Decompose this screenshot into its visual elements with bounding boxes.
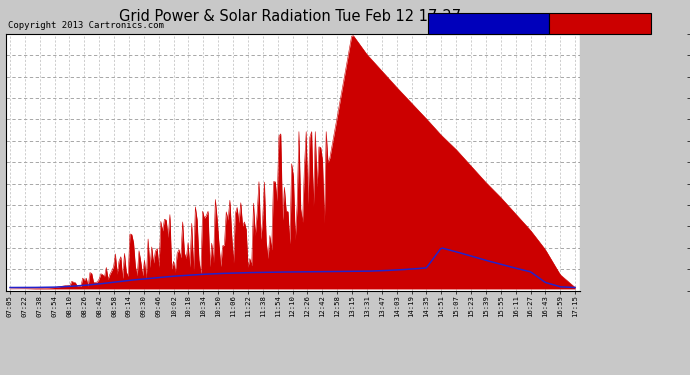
- Text: Grid  (AC Watts): Grid (AC Watts): [562, 19, 638, 28]
- Text: Radiation (w/m2): Radiation (w/m2): [447, 19, 529, 28]
- Text: Copyright 2013 Cartronics.com: Copyright 2013 Cartronics.com: [8, 21, 164, 30]
- Text: Grid Power & Solar Radiation Tue Feb 12 17:27: Grid Power & Solar Radiation Tue Feb 12 …: [119, 9, 461, 24]
